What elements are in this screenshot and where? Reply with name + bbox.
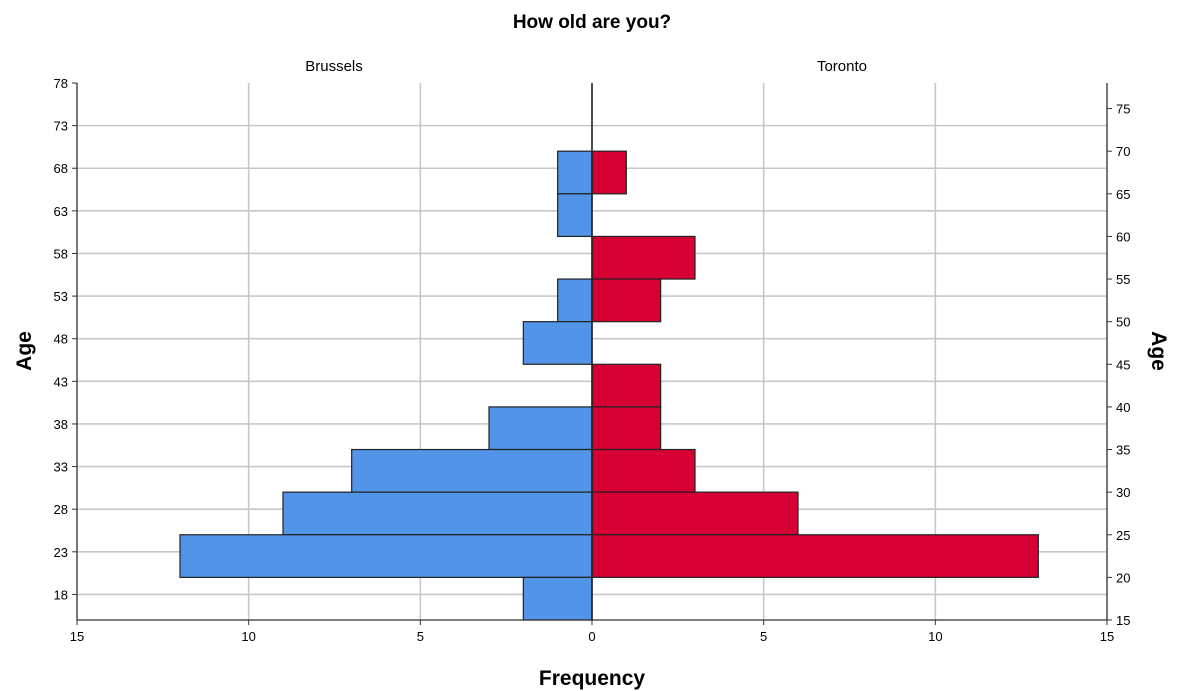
bar-brussels xyxy=(282,491,593,536)
y-tick-label-left: 28 xyxy=(54,502,68,517)
bar-toronto xyxy=(591,150,627,195)
y-tick-label-right: 60 xyxy=(1116,229,1130,244)
y-tick-label-right: 70 xyxy=(1116,144,1130,159)
bar-brussels xyxy=(179,534,593,578)
bar-toronto xyxy=(591,448,696,493)
panel-label-left: Brussels xyxy=(305,58,363,75)
y-tick-label-left: 68 xyxy=(54,161,68,176)
x-axis-title: Frequency xyxy=(539,667,646,690)
y-tick-label-right: 25 xyxy=(1116,528,1130,543)
bar-brussels xyxy=(557,150,593,195)
bar-brussels xyxy=(557,278,593,323)
x-tick-label: 5 xyxy=(760,629,767,644)
y-axis-title-right: Age xyxy=(1147,331,1170,371)
y-tick-label-right: 15 xyxy=(1116,613,1130,628)
x-tick-label: 10 xyxy=(241,629,255,644)
x-tick-label: 15 xyxy=(70,629,84,644)
y-tick-label-left: 23 xyxy=(54,545,68,560)
bar-brussels xyxy=(557,193,593,238)
x-tick-label: 0 xyxy=(588,629,595,644)
y-tick-label-left: 63 xyxy=(54,204,68,219)
tick-labels: 7873686358534843383328231875706560555045… xyxy=(54,76,1131,644)
bar-brussels xyxy=(522,576,593,621)
y-axis-title-left: Age xyxy=(13,331,36,371)
bar-brussels xyxy=(351,448,593,493)
y-tick-label-left: 38 xyxy=(54,417,68,432)
y-tick-label-left: 18 xyxy=(54,587,68,602)
y-tick-label-right: 20 xyxy=(1116,570,1130,585)
bar-brussels xyxy=(522,321,593,365)
y-tick-label-right: 35 xyxy=(1116,443,1130,458)
y-tick-label-left: 78 xyxy=(54,76,68,91)
y-tick-label-left: 73 xyxy=(54,119,68,134)
bar-toronto xyxy=(591,534,1039,578)
bar-brussels xyxy=(488,406,593,451)
y-tick-label-right: 40 xyxy=(1116,400,1130,415)
bar-toronto xyxy=(591,363,662,408)
y-tick-label-left: 58 xyxy=(54,246,68,261)
y-tick-label-right: 75 xyxy=(1116,102,1130,117)
x-tick-label: 10 xyxy=(928,629,942,644)
bar-toronto xyxy=(591,235,696,280)
y-tick-label-left: 33 xyxy=(54,460,68,475)
x-tick-label: 5 xyxy=(417,629,424,644)
bar-toronto xyxy=(591,406,662,451)
y-tick-label-left: 43 xyxy=(54,374,68,389)
y-tick-label-left: 53 xyxy=(54,289,68,304)
y-tick-label-left: 48 xyxy=(54,332,68,347)
axes xyxy=(72,82,1112,625)
x-tick-label: 15 xyxy=(1100,629,1114,644)
chart-title: How old are you? xyxy=(513,12,671,33)
panel-label-right: Toronto xyxy=(817,58,867,75)
bar-toronto xyxy=(591,278,662,323)
bar-toronto xyxy=(591,491,799,536)
y-tick-label-right: 50 xyxy=(1116,315,1130,330)
y-tick-label-right: 30 xyxy=(1116,485,1130,500)
y-tick-label-right: 65 xyxy=(1116,187,1130,202)
bars xyxy=(179,150,1039,621)
y-tick-label-right: 55 xyxy=(1116,272,1130,287)
y-tick-label-right: 45 xyxy=(1116,357,1130,372)
